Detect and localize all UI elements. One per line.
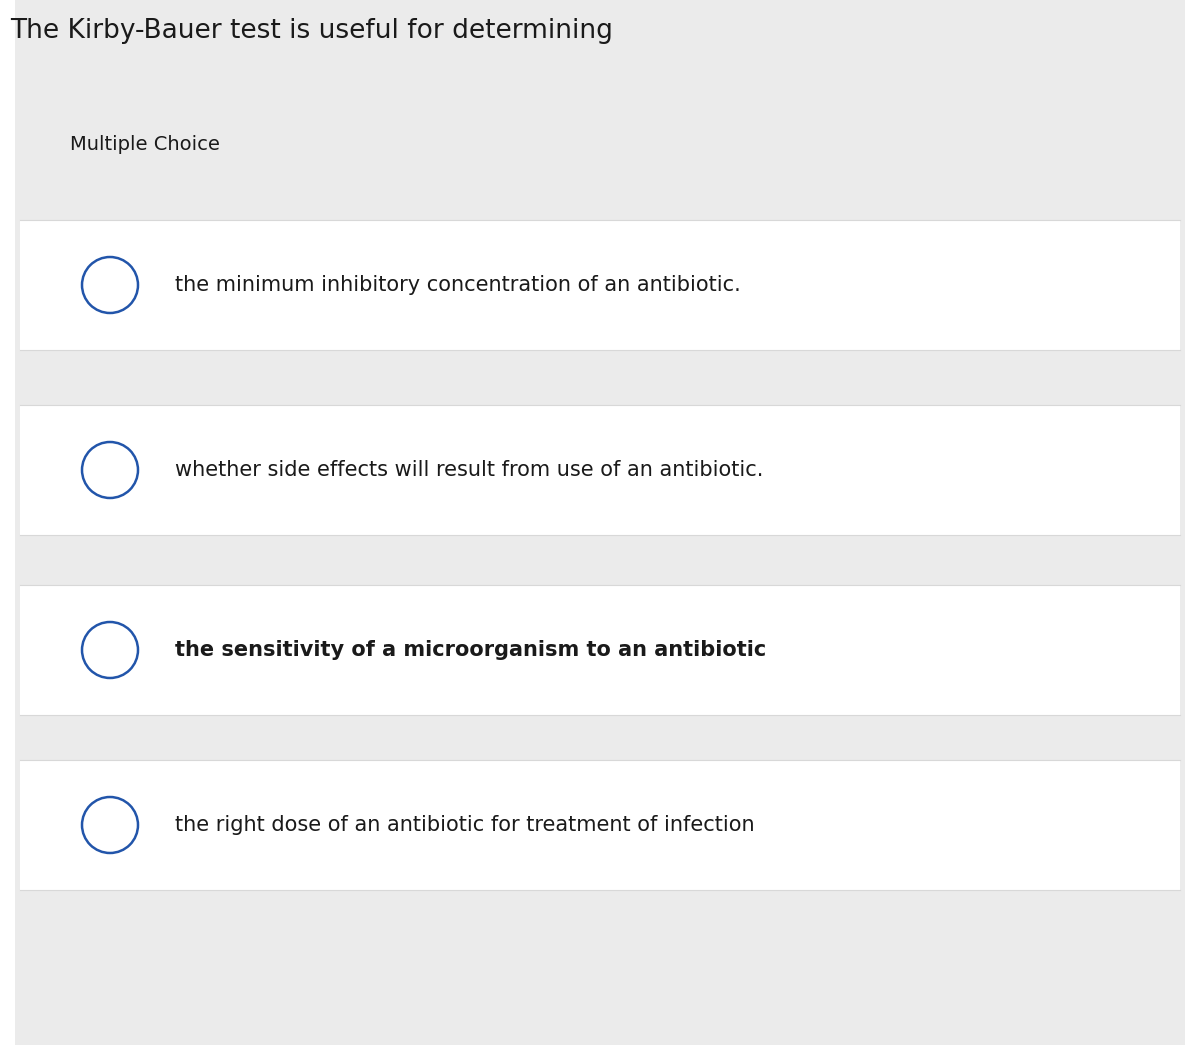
- Bar: [20, 405, 1180, 535]
- Bar: [14, 175, 1186, 1035]
- Bar: [14, 890, 1186, 1045]
- Bar: [14, 350, 1186, 405]
- Bar: [20, 760, 1180, 890]
- Bar: [20, 585, 1180, 715]
- Bar: [20, 220, 1180, 350]
- Text: whether side effects will result from use of an antibiotic.: whether side effects will result from us…: [175, 460, 763, 480]
- Text: the right dose of an antibiotic for treatment of infection: the right dose of an antibiotic for trea…: [175, 815, 755, 835]
- Bar: [14, 175, 1186, 220]
- Bar: [14, 115, 1186, 175]
- Bar: [14, 535, 1186, 585]
- Text: the sensitivity of a microorganism to an antibiotic: the sensitivity of a microorganism to an…: [175, 640, 767, 660]
- Text: The Kirby-Bauer test is useful for determining: The Kirby-Bauer test is useful for deter…: [10, 18, 613, 44]
- Bar: [14, 715, 1186, 760]
- Text: Multiple Choice: Multiple Choice: [70, 136, 220, 155]
- Text: the minimum inhibitory concentration of an antibiotic.: the minimum inhibitory concentration of …: [175, 275, 740, 295]
